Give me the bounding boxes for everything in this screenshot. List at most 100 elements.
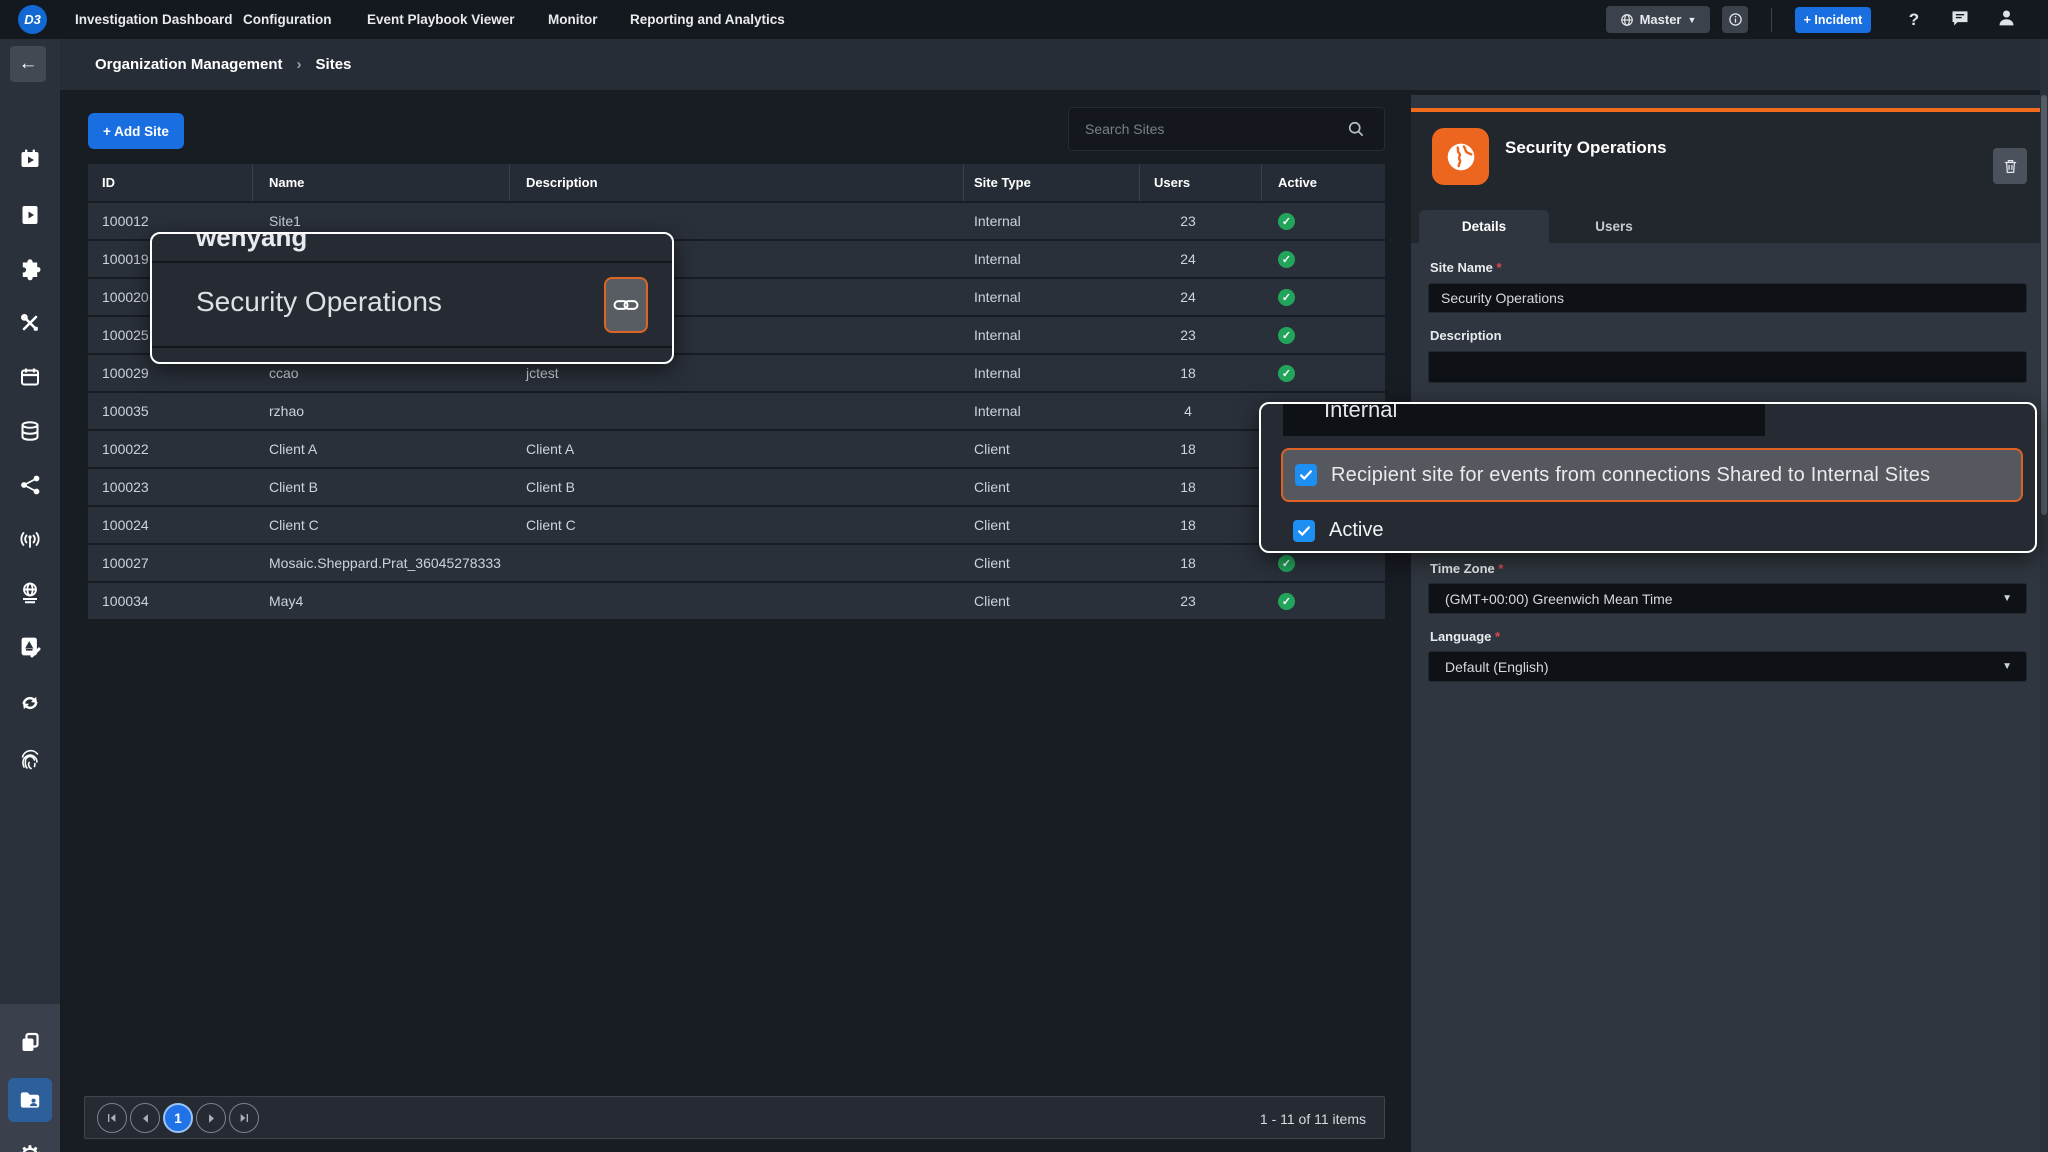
cell-site-type: Internal bbox=[974, 327, 1021, 343]
pagination-summary: 1 - 11 of 11 items bbox=[1259, 1110, 1366, 1127]
back-button[interactable]: ← bbox=[10, 46, 46, 82]
table-row[interactable]: 100034 May4 Client 23 ✓ bbox=[88, 583, 1385, 619]
column-header-site-type[interactable]: Site Type bbox=[964, 164, 1140, 201]
cell-users: 24 bbox=[1180, 289, 1196, 305]
sync-icon[interactable] bbox=[0, 681, 60, 725]
investigation-calendar-icon[interactable] bbox=[0, 137, 60, 181]
add-incident-button[interactable]: + Incident bbox=[1795, 7, 1871, 33]
search-icon[interactable] bbox=[1346, 119, 1366, 144]
nav-reporting-analytics[interactable]: Reporting and Analytics bbox=[630, 12, 785, 27]
monitor-antenna-icon[interactable] bbox=[0, 517, 60, 561]
sites-globe-icon[interactable] bbox=[0, 571, 60, 615]
column-header-users[interactable]: Users bbox=[1140, 164, 1262, 201]
column-header-active[interactable]: Active bbox=[1278, 175, 1318, 190]
next-page-button[interactable] bbox=[196, 1103, 226, 1133]
cell-active: ✓ bbox=[1262, 317, 1385, 353]
first-page-button[interactable] bbox=[97, 1103, 127, 1133]
d3-logo[interactable]: D3 bbox=[18, 5, 47, 34]
globe-icon bbox=[1620, 13, 1634, 27]
popup-divider bbox=[152, 261, 672, 263]
language-select[interactable]: Default (English) ▼ bbox=[1428, 651, 2027, 682]
cell-description bbox=[510, 393, 964, 429]
page-1-button[interactable]: 1 bbox=[163, 1103, 193, 1133]
data-database-icon[interactable] bbox=[0, 409, 60, 453]
site-name-input[interactable]: Security Operations bbox=[1428, 283, 2027, 313]
scrollbar-track[interactable] bbox=[2040, 39, 2048, 1152]
tab-details[interactable]: Details bbox=[1419, 210, 1549, 243]
tab-users[interactable]: Users bbox=[1595, 219, 1633, 234]
connections-share-icon[interactable] bbox=[0, 463, 60, 507]
info-button[interactable] bbox=[1722, 6, 1748, 33]
cell-description: Client C bbox=[526, 517, 576, 533]
utilities-tools-icon[interactable] bbox=[0, 301, 60, 345]
cell-users: 23 bbox=[1180, 327, 1196, 343]
copy-pages-icon[interactable] bbox=[0, 1020, 60, 1064]
info-icon bbox=[1728, 12, 1743, 27]
first-page-icon bbox=[108, 1114, 116, 1122]
column-header-id[interactable]: ID bbox=[88, 164, 253, 201]
search-sites-box bbox=[1068, 107, 1385, 151]
cell-name: Client B bbox=[269, 479, 319, 495]
cell-active: ✓ bbox=[1262, 241, 1385, 277]
site-globe-icon bbox=[1432, 128, 1489, 185]
cell-site-type: Client bbox=[974, 517, 1010, 533]
active-check-icon: ✓ bbox=[1278, 554, 1295, 572]
column-header-description[interactable]: Description bbox=[510, 164, 964, 201]
chat-icon[interactable] bbox=[1950, 8, 1970, 28]
table-row[interactable]: 100024 Client C Client C Client 18 ✓ bbox=[88, 507, 1385, 543]
search-sites-input[interactable] bbox=[1083, 108, 1333, 150]
cell-active: ✓ bbox=[1262, 279, 1385, 315]
cell-description: jctest bbox=[526, 365, 559, 381]
active-option[interactable]: Active bbox=[1293, 519, 1383, 542]
cell-site-type: Internal bbox=[974, 289, 1021, 305]
cell-description bbox=[510, 545, 964, 581]
report-editor-icon[interactable] bbox=[0, 625, 60, 669]
clipped-site-name: wenyang bbox=[196, 232, 308, 252]
last-page-icon bbox=[240, 1114, 248, 1122]
link-site-button[interactable] bbox=[604, 277, 648, 333]
cell-active: ✓ bbox=[1262, 355, 1385, 391]
identity-fingerprint-icon[interactable] bbox=[0, 737, 60, 781]
recipient-site-option[interactable]: Recipient site for events from connectio… bbox=[1281, 448, 2023, 502]
playbook-book-icon[interactable] bbox=[0, 193, 60, 237]
integrations-puzzle-icon[interactable] bbox=[0, 247, 60, 291]
nav-event-playbook-viewer[interactable]: Event Playbook Viewer bbox=[367, 12, 515, 27]
active-check-icon: ✓ bbox=[1278, 592, 1295, 610]
time-zone-select[interactable]: (GMT+00:00) Greenwich Mean Time ▼ bbox=[1428, 583, 2027, 614]
cell-name: Site1 bbox=[269, 213, 301, 229]
table-row[interactable]: 100023 Client B Client B Client 18 ✓ bbox=[88, 469, 1385, 505]
panel-title: Security Operations bbox=[1505, 138, 1667, 157]
next-page-icon bbox=[208, 1113, 214, 1123]
organization-folder-icon[interactable] bbox=[0, 1078, 60, 1122]
master-label: Master bbox=[1639, 12, 1682, 27]
nav-investigation-dashboard[interactable]: Investigation Dashboard bbox=[75, 12, 233, 27]
nav-monitor[interactable]: Monitor bbox=[548, 12, 598, 27]
table-row[interactable]: 100035 rzhao Internal 4 ✓ bbox=[88, 393, 1385, 429]
table-row[interactable]: 100027 Mosaic.Sheppard.Prat_36045278333 … bbox=[88, 545, 1385, 581]
column-header-name[interactable]: Name bbox=[253, 164, 510, 201]
table-row[interactable]: 100022 Client A Client A Client 18 ✓ bbox=[88, 431, 1385, 467]
checkbox-checked-icon[interactable] bbox=[1293, 519, 1315, 542]
master-site-selector[interactable]: Master ▼ bbox=[1606, 6, 1710, 33]
chevron-right-icon: › bbox=[296, 56, 302, 73]
breadcrumb-parent[interactable]: Organization Management bbox=[95, 56, 283, 73]
checkbox-checked-icon[interactable] bbox=[1295, 464, 1317, 486]
cell-id: 100024 bbox=[102, 517, 149, 533]
active-check-icon: ✓ bbox=[1278, 212, 1295, 230]
time-zone-label: Time Zone * bbox=[1430, 561, 1504, 576]
previous-page-button[interactable] bbox=[130, 1103, 160, 1133]
schedule-calendar-icon[interactable] bbox=[0, 355, 60, 399]
description-input[interactable] bbox=[1428, 351, 2027, 383]
add-site-button[interactable]: + Add Site bbox=[88, 113, 184, 149]
delete-site-button[interactable] bbox=[1993, 148, 2027, 184]
cell-users: 23 bbox=[1180, 213, 1196, 229]
last-page-button[interactable] bbox=[229, 1103, 259, 1133]
settings-gear-icon[interactable]: ⚙ bbox=[0, 1136, 60, 1152]
language-label: Language * bbox=[1430, 629, 1501, 644]
nav-configuration[interactable]: Configuration bbox=[243, 12, 332, 27]
user-icon[interactable] bbox=[1996, 7, 2017, 28]
help-icon[interactable]: ? bbox=[1908, 10, 1920, 29]
description-label: Description bbox=[1430, 328, 1502, 343]
cell-name: Client C bbox=[269, 517, 319, 533]
scrollbar-thumb[interactable] bbox=[2041, 95, 2047, 515]
